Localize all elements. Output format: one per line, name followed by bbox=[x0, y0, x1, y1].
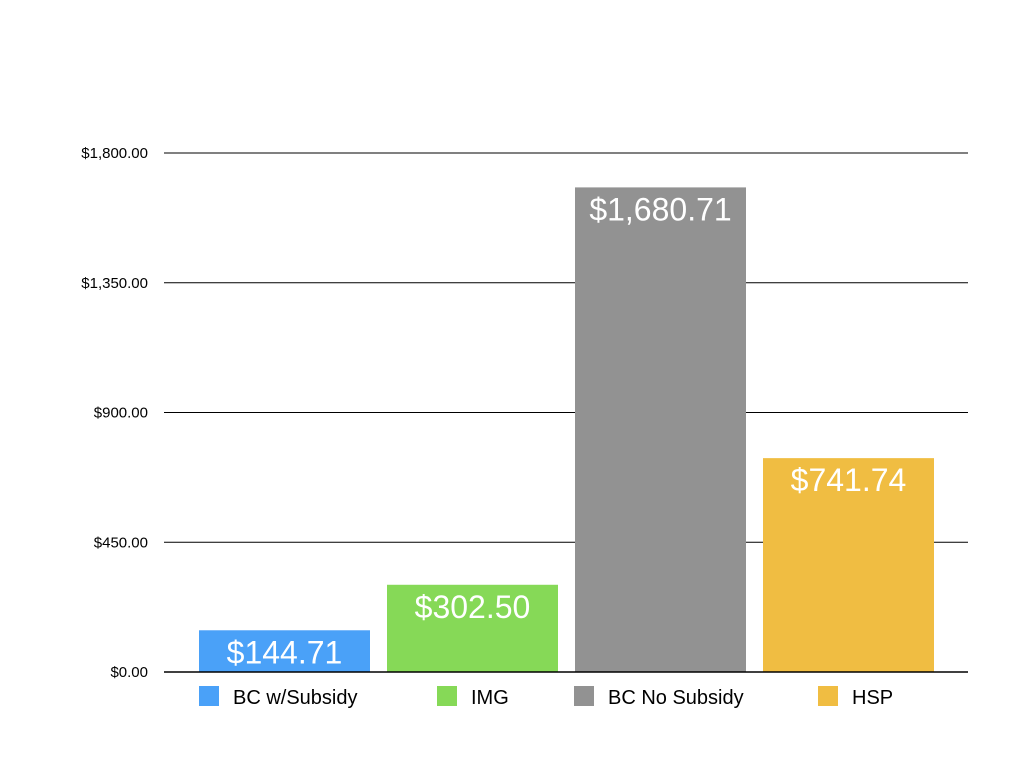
legend-label: BC w/Subsidy bbox=[233, 687, 358, 709]
y-tick-label: $900.00 bbox=[94, 405, 148, 422]
y-tick-label: $450.00 bbox=[94, 534, 148, 551]
legend-swatch bbox=[199, 686, 219, 706]
legend-swatch bbox=[574, 686, 594, 706]
y-tick-label: $1,350.00 bbox=[81, 275, 148, 292]
legend-label: BC No Subsidy bbox=[608, 687, 744, 709]
legend-label: IMG bbox=[471, 687, 509, 709]
legend-swatch bbox=[437, 686, 457, 706]
data-label: $741.74 bbox=[791, 462, 907, 498]
data-label: $302.50 bbox=[415, 589, 531, 625]
legend-swatch bbox=[818, 686, 838, 706]
bar bbox=[763, 458, 934, 672]
y-tick-label: $0.00 bbox=[110, 664, 148, 681]
y-tick-label: $1,800.00 bbox=[81, 145, 148, 162]
legend-label: HSP bbox=[852, 687, 893, 709]
bar bbox=[199, 630, 370, 672]
bar bbox=[387, 584, 558, 672]
bar bbox=[575, 187, 746, 673]
data-label: $1,680.71 bbox=[589, 191, 731, 227]
data-label: $144.71 bbox=[227, 634, 343, 670]
